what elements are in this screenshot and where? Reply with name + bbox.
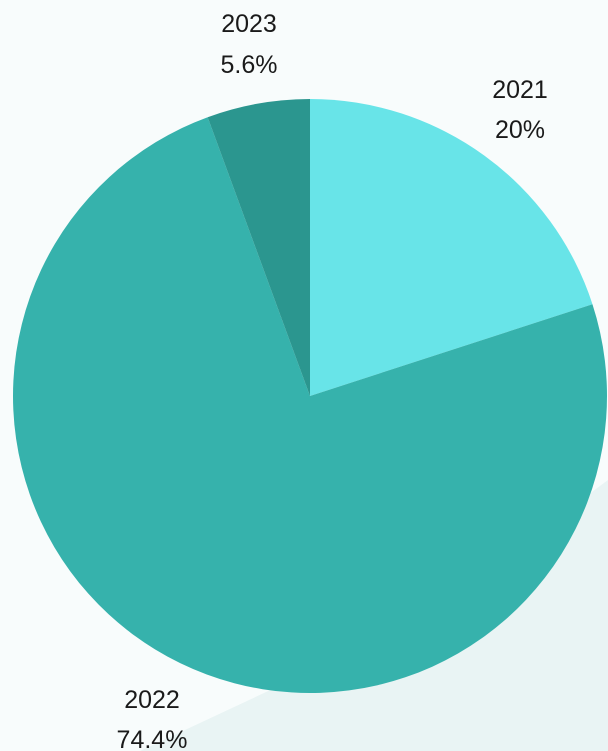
background-shadow — [140, 480, 608, 751]
slice-value-2021: 20% — [495, 116, 545, 144]
pie-slice-2022 — [12, 117, 607, 694]
slice-label-2021: 2021 — [492, 76, 548, 104]
slice-label-2022: 2022 — [124, 686, 180, 714]
pie-labels: 2021 20% 2022 74.4% 2023 5.6% — [117, 10, 548, 751]
slice-label-2023: 2023 — [221, 10, 277, 38]
pie-slices — [12, 99, 607, 694]
pie-slice-2021 — [310, 99, 593, 396]
pie-slice-2023 — [207, 99, 310, 396]
slice-value-2022: 74.4% — [117, 726, 188, 751]
slice-value-2023: 5.6% — [221, 51, 278, 79]
